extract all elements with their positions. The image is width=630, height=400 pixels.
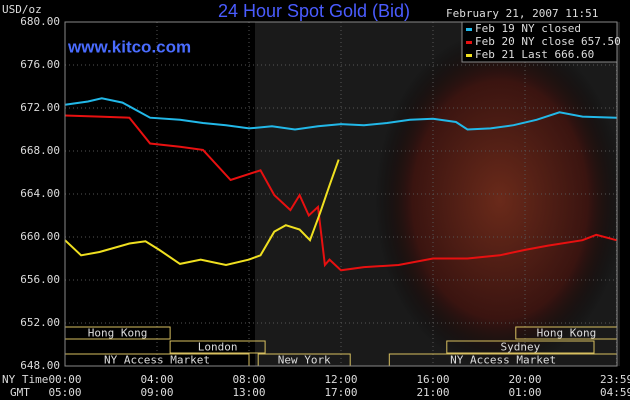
session-label: Hong Kong xyxy=(88,327,148,340)
legend-swatch xyxy=(466,54,472,57)
x-axis-label: NY Time xyxy=(2,373,48,386)
legend-label: Feb 21 Last 666.60 xyxy=(475,48,594,61)
session-label: Hong Kong xyxy=(537,327,597,340)
x-tick-label: 12:00 xyxy=(324,373,357,386)
y-tick-label: 660.00 xyxy=(20,230,60,243)
plot-frame xyxy=(64,21,618,367)
y-tick-label: 648.00 xyxy=(20,359,60,372)
session-bar xyxy=(446,340,595,354)
legend-swatch xyxy=(466,41,472,44)
x-tick-label: 04:00 xyxy=(140,373,173,386)
x2-tick-label: 04:59 xyxy=(600,386,630,399)
watermark: www.kitco.com xyxy=(67,37,191,56)
session-label: Sydney xyxy=(501,341,541,354)
chart-subtitle: February 21, 2007 11:51 xyxy=(446,7,598,20)
session-label: NY Access Market xyxy=(104,354,210,367)
x-tick-label: 23:59 xyxy=(600,373,630,386)
y-tick-label: 668.00 xyxy=(20,144,60,157)
y-tick-label: 680.00 xyxy=(20,15,60,28)
x2-tick-label: 09:00 xyxy=(140,386,173,399)
series-line xyxy=(64,114,617,272)
legend-box xyxy=(461,21,618,63)
x2-tick-label: 05:00 xyxy=(48,386,81,399)
legend-swatch xyxy=(466,28,472,31)
x-tick-label: 20:00 xyxy=(508,373,541,386)
chart-title: 24 Hour Spot Gold (Bid) xyxy=(218,1,410,21)
y-axis-label: USD/oz xyxy=(2,3,42,16)
session-bar xyxy=(169,340,266,354)
y-tick-label: 652.00 xyxy=(20,316,60,329)
session-label: New York xyxy=(278,354,331,367)
background-art xyxy=(375,30,625,370)
legend-label: Feb 20 NY close 657.50 xyxy=(475,35,621,48)
x2-tick-label: 17:00 xyxy=(324,386,357,399)
y-tick-label: 672.00 xyxy=(20,101,60,114)
x-tick-label: 00:00 xyxy=(48,373,81,386)
series-line xyxy=(64,159,340,267)
x2-tick-label: 21:00 xyxy=(416,386,449,399)
x2-tick-label: 13:00 xyxy=(232,386,265,399)
series-line xyxy=(64,97,617,131)
x2-axis-label: GMT xyxy=(10,386,30,399)
session-label: London xyxy=(198,341,238,354)
y-tick-label: 676.00 xyxy=(20,58,60,71)
x2-tick-label: 01:00 xyxy=(508,386,541,399)
legend-label: Feb 19 NY closed xyxy=(475,22,581,35)
session-label: NY Access Market xyxy=(450,354,556,367)
x-tick-label: 16:00 xyxy=(416,373,449,386)
y-tick-label: 664.00 xyxy=(20,187,60,200)
y-tick-label: 656.00 xyxy=(20,273,60,286)
x-tick-label: 08:00 xyxy=(232,373,265,386)
